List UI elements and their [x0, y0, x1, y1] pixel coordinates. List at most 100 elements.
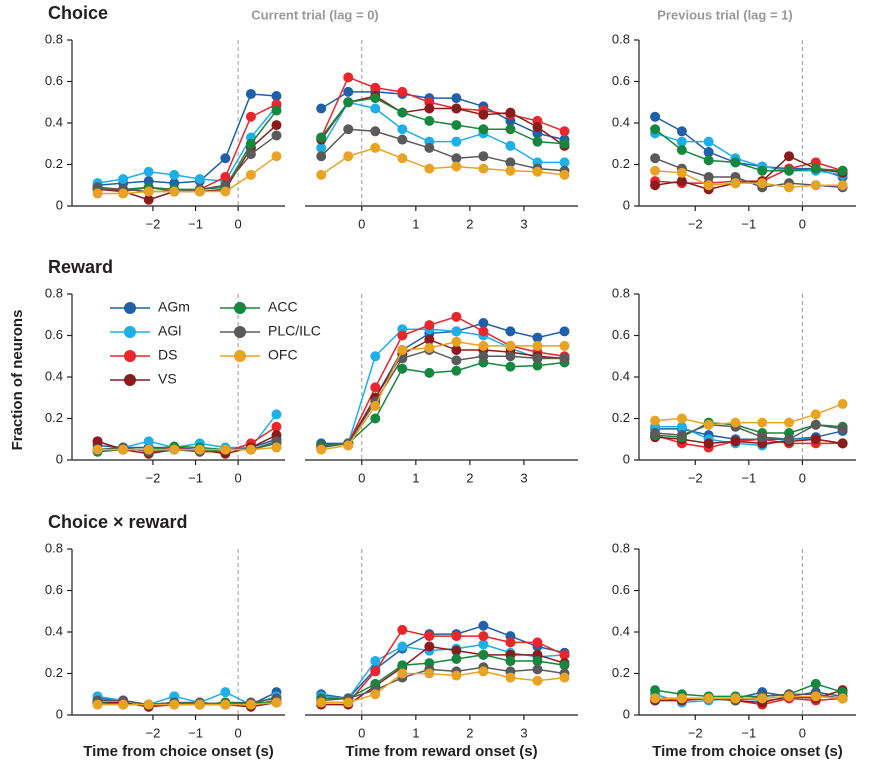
data-point — [478, 620, 489, 631]
data-point — [220, 444, 231, 455]
x-tick-label: −1 — [188, 725, 203, 740]
y-tick-label: 0.2 — [612, 410, 630, 425]
data-point — [559, 353, 570, 364]
y-tick-label: 0.6 — [612, 73, 630, 88]
data-point — [478, 631, 489, 642]
data-point — [370, 382, 381, 393]
y-tick-label: 0.6 — [45, 327, 63, 342]
data-point — [316, 142, 327, 153]
data-point — [676, 413, 687, 424]
data-point — [424, 367, 435, 378]
data-point — [370, 103, 381, 114]
x-tick-label: −2 — [146, 725, 161, 740]
data-point — [837, 423, 848, 434]
data-point — [559, 340, 570, 351]
data-point — [194, 174, 205, 185]
series-line — [320, 95, 565, 147]
data-point — [505, 361, 516, 372]
data-point — [92, 188, 103, 199]
data-point — [397, 660, 408, 671]
series-line — [320, 101, 565, 164]
data-point — [451, 93, 462, 104]
series-line — [320, 128, 565, 172]
data-point — [220, 186, 231, 197]
y-tick-label: 0.4 — [612, 114, 630, 129]
data-point — [194, 186, 205, 197]
legend-marker — [234, 302, 246, 314]
data-point — [245, 138, 256, 149]
data-point — [650, 165, 661, 176]
data-point — [837, 693, 848, 704]
data-point — [478, 639, 489, 650]
data-point — [316, 697, 327, 708]
x-tick-label: 0 — [799, 725, 806, 740]
data-point — [532, 353, 543, 364]
data-point — [316, 444, 327, 455]
data-point — [532, 637, 543, 648]
data-point — [397, 107, 408, 118]
data-point — [810, 434, 821, 445]
x-tick-label: 0 — [358, 216, 365, 231]
x-tick-label: −2 — [146, 216, 161, 231]
series-line — [321, 361, 565, 447]
data-point — [343, 440, 354, 451]
data-point — [370, 666, 381, 677]
data-point — [397, 668, 408, 679]
x-tick-label: 0 — [235, 725, 242, 740]
data-point — [730, 417, 741, 428]
data-point — [245, 169, 256, 180]
data-point — [118, 444, 129, 455]
data-point — [220, 153, 231, 164]
data-point — [478, 340, 489, 351]
data-point — [650, 428, 661, 439]
y-tick-label: 0.6 — [612, 582, 630, 597]
data-point — [757, 165, 768, 176]
y-tick-label: 0 — [56, 451, 63, 466]
y-tick-label: 0 — [56, 197, 63, 212]
data-point — [451, 670, 462, 681]
y-tick-label: 0.2 — [45, 156, 63, 171]
data-point — [143, 166, 154, 177]
data-point — [532, 166, 543, 177]
x-tick-label: −1 — [741, 216, 756, 231]
legend-marker — [124, 326, 136, 338]
series-line — [321, 349, 565, 449]
legend-marker — [124, 302, 136, 314]
data-point — [370, 351, 381, 362]
data-point — [784, 691, 795, 702]
x-tick-label: 0 — [358, 725, 365, 740]
data-point — [169, 186, 180, 197]
data-point — [143, 699, 154, 710]
data-point — [810, 180, 821, 191]
data-point — [451, 345, 462, 356]
data-point — [676, 136, 687, 147]
data-point — [343, 124, 354, 135]
series-line — [321, 645, 565, 706]
data-point — [559, 672, 570, 683]
data-point — [532, 656, 543, 667]
data-point — [505, 351, 516, 362]
x-tick-label: 0 — [799, 470, 806, 485]
data-point — [757, 693, 768, 704]
data-point — [784, 434, 795, 445]
legend-label: ACC — [268, 299, 298, 315]
x-tick-label: 0 — [235, 216, 242, 231]
data-point — [245, 149, 256, 160]
y-tick-label: 0.6 — [45, 73, 63, 88]
data-point — [650, 685, 661, 696]
data-point — [397, 345, 408, 356]
data-point — [424, 103, 435, 114]
data-point — [559, 126, 570, 137]
data-point — [343, 697, 354, 708]
data-point — [143, 186, 154, 197]
data-point — [118, 174, 129, 185]
legend-marker — [234, 326, 246, 338]
y-tick-label: 0.6 — [612, 327, 630, 342]
y-tick-label: 0 — [623, 706, 630, 721]
data-point — [271, 442, 282, 453]
data-point — [703, 155, 714, 166]
y-tick-label: 0 — [56, 706, 63, 721]
data-point — [424, 342, 435, 353]
data-point — [424, 641, 435, 652]
data-point — [220, 699, 231, 710]
